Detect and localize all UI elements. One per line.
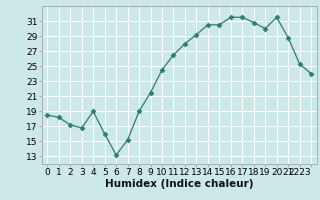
X-axis label: Humidex (Indice chaleur): Humidex (Indice chaleur) — [105, 179, 253, 189]
